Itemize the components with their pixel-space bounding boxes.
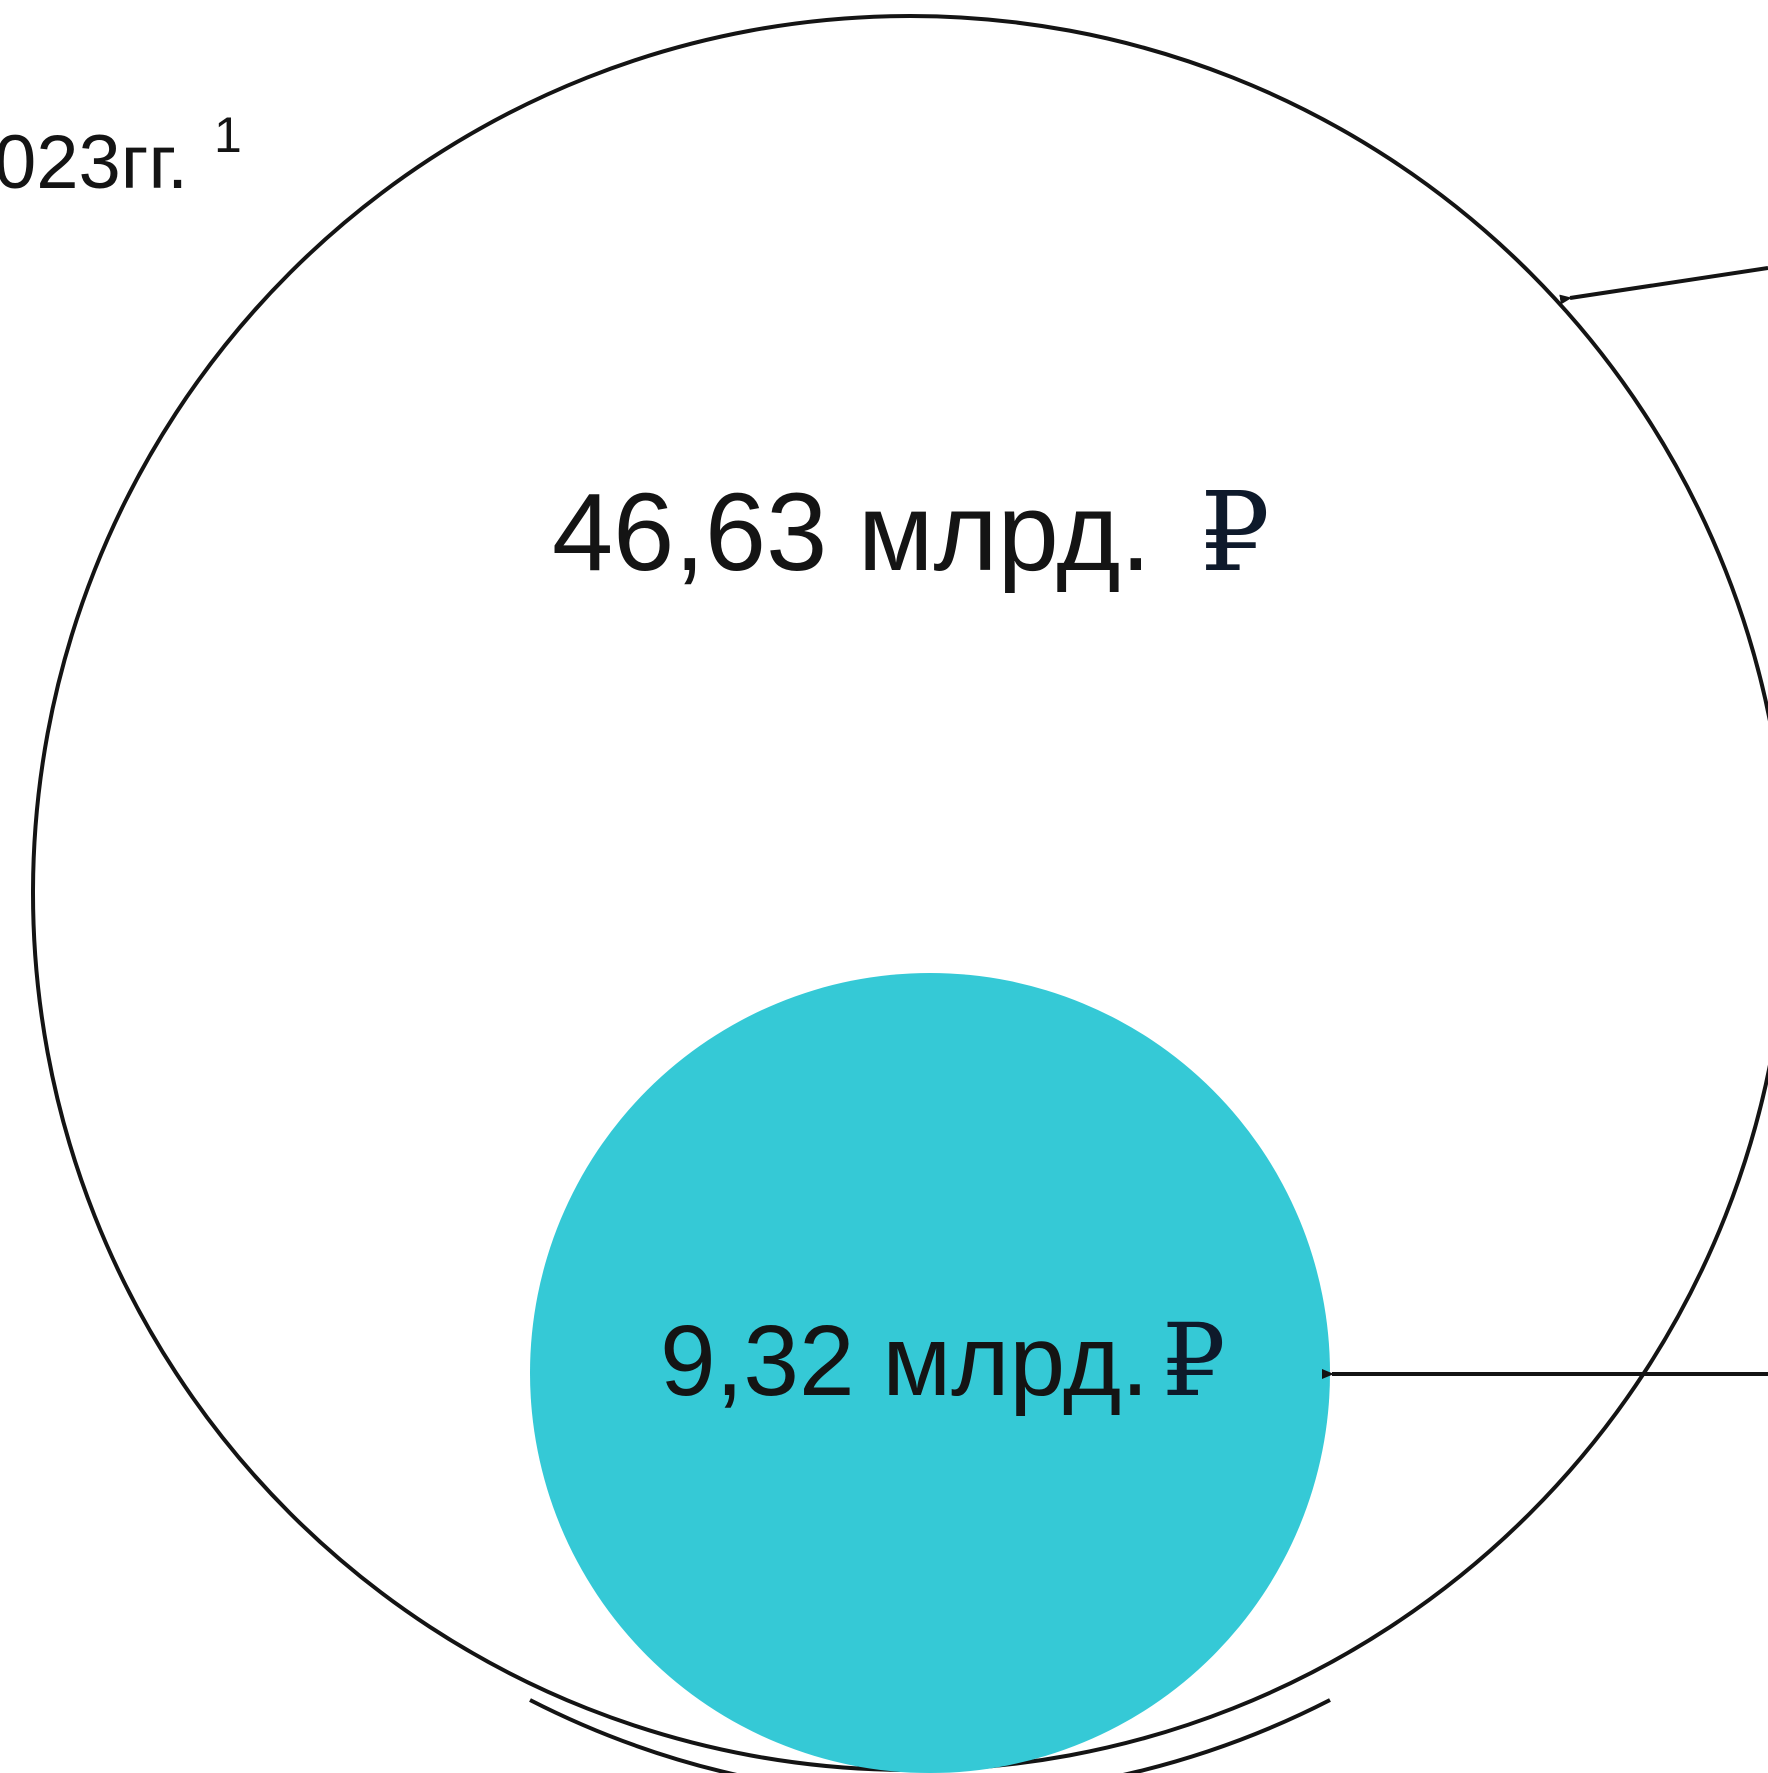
outer-circle-currency: ₽ (1200, 468, 1270, 596)
inner-circle (530, 973, 1330, 1773)
inner-circle-currency: ₽ (1162, 1302, 1226, 1419)
inner-circle-value-text: 9,32 млрд. (660, 1305, 1149, 1417)
inner-circle-value: 9,32 млрд. (660, 1305, 1149, 1417)
period-label-superscript: 1 (214, 107, 242, 163)
outer-circle-bottom-outline (529, 1698, 1331, 1773)
period-label-text: 023гг. (0, 120, 188, 205)
outer-circle-callout-arrow (1559, 266, 1768, 305)
period-label: 023гг. (0, 120, 188, 205)
outer-circle-value: 46,63 млрд. (552, 471, 1151, 594)
outer-circle-value-text: 46,63 млрд. (552, 471, 1151, 594)
